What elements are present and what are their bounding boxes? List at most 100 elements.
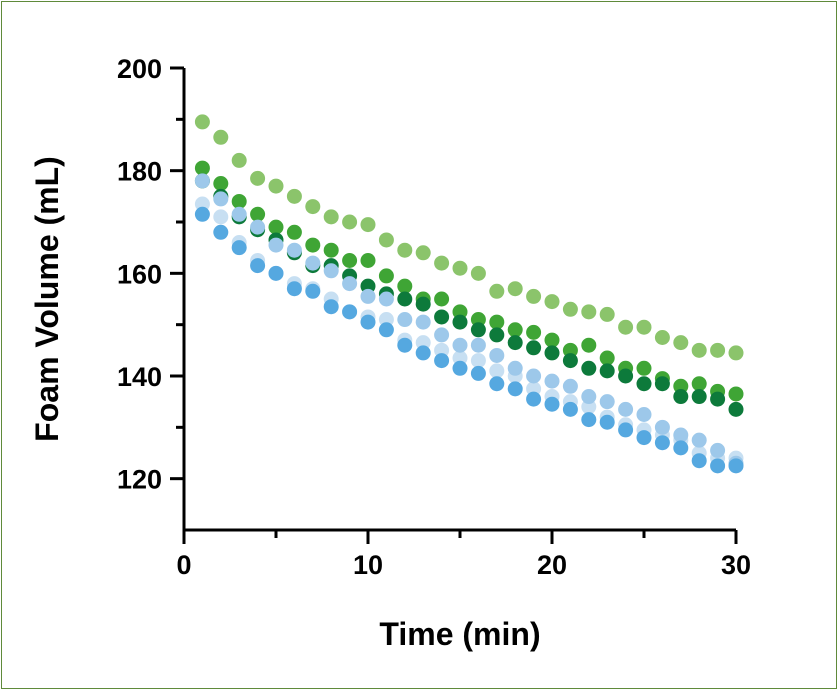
data-point [231, 206, 247, 222]
y-tick-label: 160 [117, 259, 162, 289]
data-point [544, 332, 560, 348]
data-point [581, 304, 597, 320]
data-point [452, 260, 468, 276]
data-point [470, 353, 486, 369]
data-point [231, 193, 247, 209]
x-tick-label: 30 [721, 550, 751, 580]
data-point [378, 232, 394, 248]
data-point [599, 363, 615, 379]
data-point [654, 330, 670, 345]
data-point [286, 242, 302, 258]
data-point [213, 209, 229, 225]
data-point [673, 378, 689, 394]
data-point [618, 401, 634, 417]
data-point [470, 322, 486, 338]
data-point [581, 389, 597, 405]
data-point [434, 309, 450, 325]
data-point [728, 401, 744, 417]
data-point [397, 242, 413, 258]
data-point [305, 199, 321, 215]
data-point [636, 407, 652, 422]
data-point [213, 176, 229, 191]
data-point [507, 322, 523, 338]
data-point [360, 278, 376, 294]
data-point [489, 283, 505, 299]
data-point [599, 350, 615, 366]
data-point [434, 342, 450, 358]
data-point [544, 294, 560, 310]
data-point [544, 396, 560, 412]
data-point [728, 386, 744, 402]
data-point [305, 255, 321, 271]
data-point [360, 288, 376, 304]
data-point [526, 324, 542, 340]
data-point [581, 412, 597, 428]
data-point [489, 376, 505, 392]
data-point [489, 314, 505, 330]
data-point [452, 304, 468, 320]
data-point [194, 206, 210, 222]
data-point [213, 129, 229, 145]
data-point [526, 288, 542, 304]
data-point [378, 312, 394, 328]
data-point [691, 342, 707, 358]
data-point [286, 281, 302, 297]
data-point [470, 265, 486, 281]
data-point [397, 291, 413, 307]
data-point [581, 360, 597, 376]
data-point [728, 345, 744, 361]
data-point [397, 337, 413, 353]
series-5 [194, 173, 744, 471]
data-point [250, 206, 266, 222]
data-point [507, 335, 523, 351]
x-tick-label: 20 [537, 550, 567, 580]
data-point [673, 389, 689, 405]
series-1 [194, 114, 744, 361]
data-point [489, 347, 505, 363]
data-point [544, 373, 560, 389]
data-point [581, 337, 597, 353]
data-point [323, 263, 339, 279]
data-point [194, 114, 210, 130]
data-point [618, 422, 634, 438]
x-tick-label: 10 [353, 550, 383, 580]
data-point [673, 335, 689, 351]
data-point [562, 401, 578, 417]
tick-labels: 120 140 160 180 200 0 10 20 30 [117, 54, 751, 580]
data-point [562, 353, 578, 369]
data-point [507, 281, 523, 297]
data-point [231, 240, 247, 256]
data-point [397, 312, 413, 328]
data-point [526, 391, 542, 407]
y-tick-label: 200 [117, 54, 162, 84]
data-point [489, 327, 505, 343]
series-6 [194, 206, 744, 474]
data-point [378, 268, 394, 284]
data-point [342, 304, 358, 320]
data-point [654, 376, 670, 392]
data-point [452, 314, 468, 330]
data-point [360, 253, 376, 268]
data-point [342, 276, 358, 292]
data-point [268, 178, 284, 194]
data-point [415, 345, 431, 361]
data-point [710, 442, 726, 458]
data-point [250, 258, 266, 274]
data-point [618, 319, 634, 335]
data-point [710, 458, 726, 474]
data-point [360, 217, 376, 233]
data-point [526, 340, 542, 356]
data-point [654, 435, 670, 451]
data-points [194, 114, 744, 474]
data-point [636, 430, 652, 446]
data-point [231, 152, 247, 168]
data-point [507, 360, 523, 376]
data-point [562, 342, 578, 358]
x-tick-label: 0 [176, 550, 191, 580]
data-point [654, 419, 670, 435]
y-tick-label: 140 [117, 362, 162, 392]
data-point [562, 301, 578, 317]
data-point [470, 365, 486, 381]
data-point [250, 219, 266, 235]
data-point [489, 363, 505, 379]
